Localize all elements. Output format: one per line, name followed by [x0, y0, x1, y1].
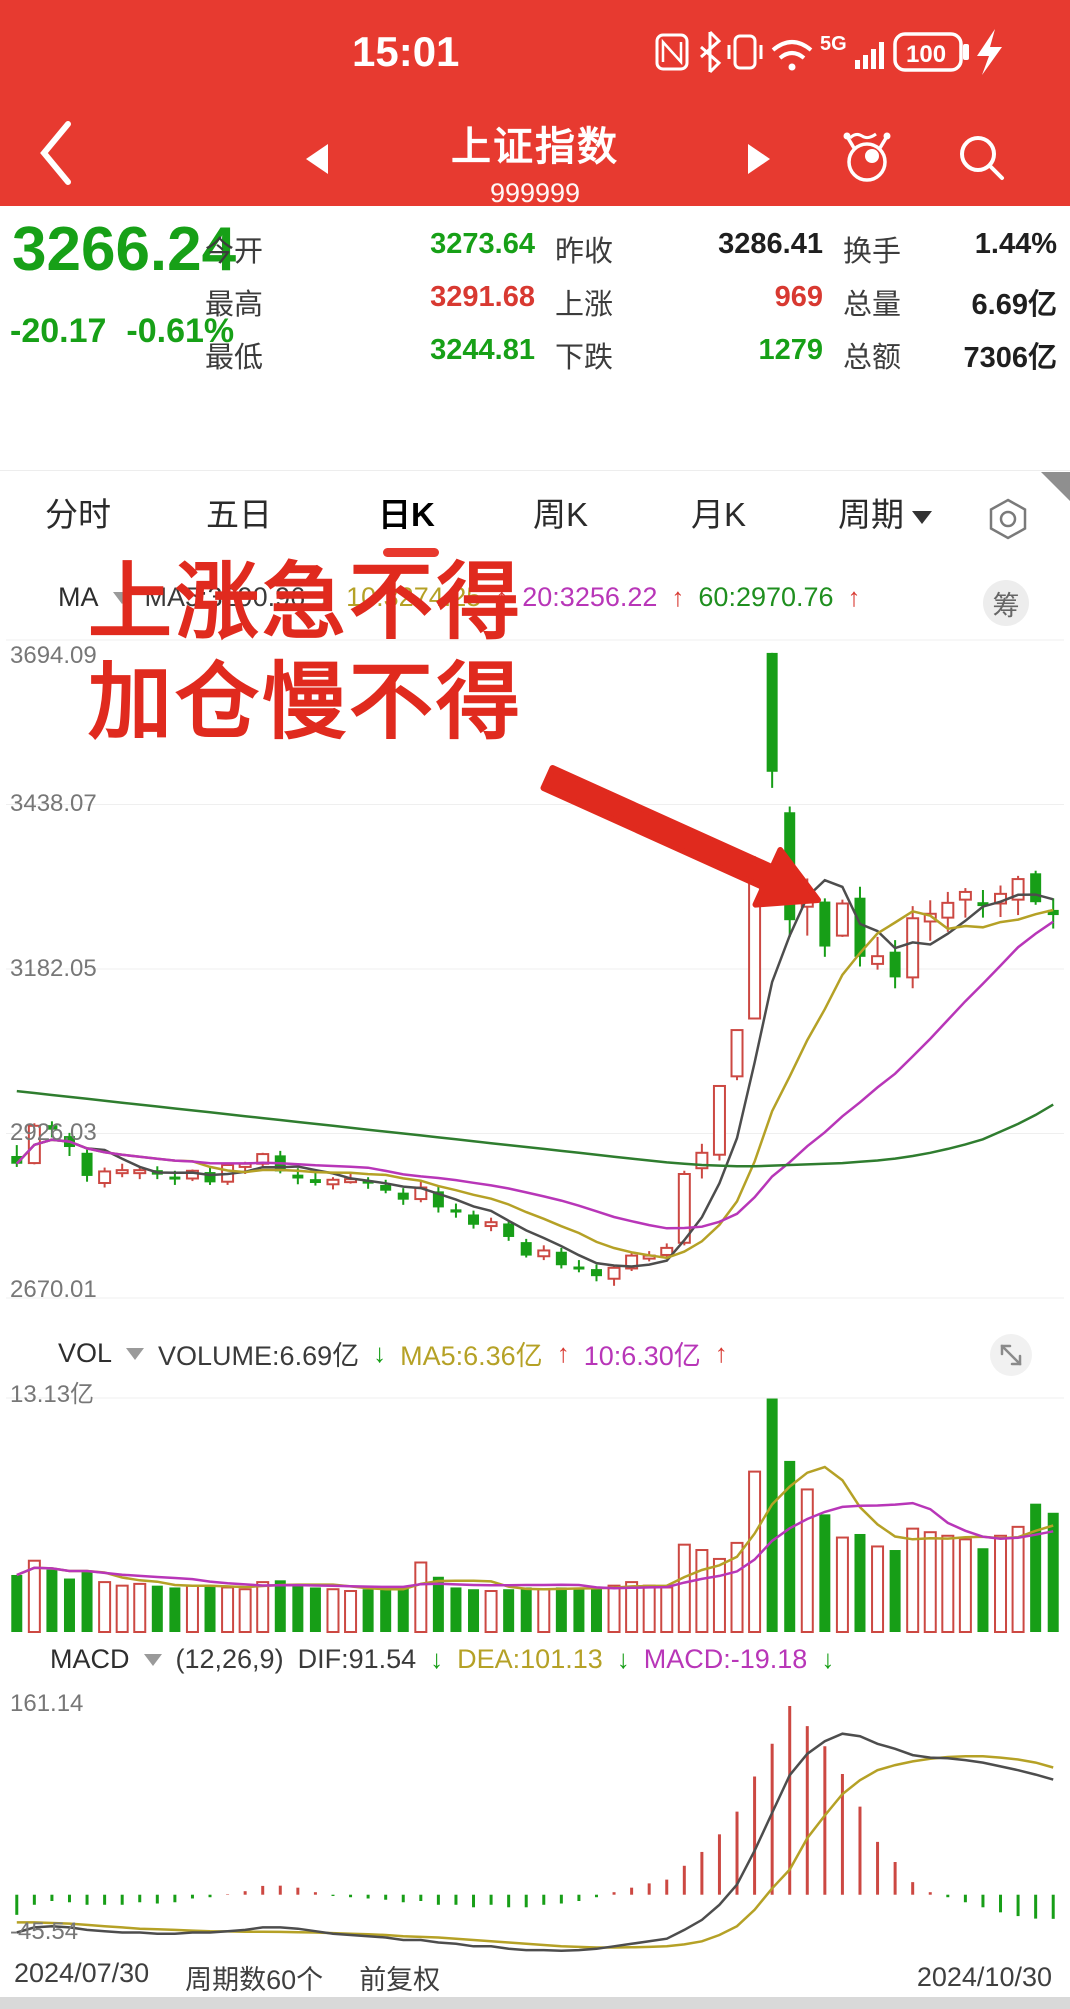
vol-label: VOL: [58, 1338, 113, 1368]
end-date: 2024/10/30: [916, 1961, 1052, 1992]
page-title: 上证指数: [451, 125, 619, 169]
quote-cell-amount: 总额 7306亿: [843, 342, 1057, 374]
nav-bar: 上证指数 999999: [0, 100, 1070, 209]
ma60-value: 60:2970.76: [698, 582, 834, 612]
dropdown-triangle-icon: [143, 1653, 162, 1666]
bluetooth-icon: [700, 30, 722, 74]
vol-ma5-value: MA5:6.36亿: [400, 1341, 543, 1371]
charging-bolt-icon: [977, 29, 1002, 75]
kline-chart[interactable]: [0, 620, 1070, 1310]
up-arrow-icon: ↑: [714, 1338, 728, 1368]
dea-value: DEA:101.13: [457, 1644, 603, 1674]
macd-label: MACD: [50, 1644, 130, 1674]
quote-cell-decliners: 下跌 1279: [555, 334, 823, 374]
chart-footer: 2024/07/30 周期数60个 前复权 2024/10/30: [0, 1956, 1070, 1998]
down-arrow-icon: ↓: [319, 582, 333, 612]
ma20-value: 20:3256.22: [522, 582, 658, 612]
expand-corner-marker[interactable]: [1041, 472, 1070, 501]
quote-cell-volume: 总量 6.69亿: [843, 289, 1057, 321]
tab-minute[interactable]: 分时: [45, 496, 111, 533]
clock-time: 15:01: [352, 28, 460, 75]
status-icons: 5G 100: [655, 29, 1002, 75]
adjust-mode[interactable]: 前复权: [359, 1964, 441, 1995]
chevron-down-icon: [912, 510, 932, 524]
ma-indicator-row[interactable]: MA MA5:3290.96 ↓ 10:3274.25 ↑ 20:3256.22 ↑ …: [58, 582, 861, 613]
active-tab-underline: [383, 548, 439, 557]
battery-icon: 100: [893, 32, 969, 72]
battery-level: 100: [906, 41, 946, 68]
trend-arrow: [540, 765, 821, 908]
dropdown-triangle-icon: [112, 591, 131, 604]
kline-axis-label: 2926.03: [10, 1119, 97, 1146]
macd-axis-label-bottom: -45.54: [10, 1918, 79, 1945]
tab-daily-k[interactable]: 日K: [378, 496, 435, 533]
tab-5day[interactable]: 五日: [206, 496, 272, 533]
back-icon[interactable]: [34, 116, 78, 190]
vol-indicator-row[interactable]: VOL VOLUME:6.69亿 ↓ MA5:6.36亿 ↑ 10:6.30亿 ↑: [58, 1334, 728, 1373]
stock-code: 999999: [489, 178, 581, 208]
start-date: 2024/07/30: [14, 1957, 150, 1988]
change-percent: -0.61%: [126, 312, 235, 350]
annotation-line1: 上涨急不得: [88, 555, 524, 649]
kline-axis-label: 2670.01: [10, 1276, 97, 1303]
quote-cell-advancers: 上涨 969: [555, 281, 823, 321]
price-change: -20.17 -0.61%: [10, 312, 234, 351]
volume-chart[interactable]: [0, 1372, 1070, 1634]
prev-stock-icon[interactable]: [306, 144, 328, 174]
up-arrow-icon: ↑: [671, 582, 685, 612]
expand-chart-icon[interactable]: [988, 1332, 1034, 1378]
wifi-icon: [771, 40, 813, 71]
kline-axis-label: 3438.07: [10, 790, 97, 817]
kline-axis-label: 3694.09: [10, 642, 97, 669]
nfc-icon: [655, 33, 689, 71]
change-value: -20.17: [10, 312, 107, 350]
up-arrow-icon: ↑: [495, 582, 509, 612]
chart-settings-icon[interactable]: [985, 496, 1031, 542]
tab-weekly-k[interactable]: 周K: [533, 496, 589, 533]
chip-distribution-badge[interactable]: 筹: [983, 580, 1029, 626]
annotation-line2: 加仓慢不得: [88, 655, 524, 749]
search-icon[interactable]: [954, 130, 1010, 186]
down-arrow-icon: ↓: [616, 1644, 630, 1674]
quote-cell-low: 最低 3244.81: [205, 334, 535, 374]
vibrate-icon: [733, 34, 757, 70]
ma10-value: 10:3274.25: [346, 582, 482, 612]
ma5-value: MA5:3290.96: [144, 582, 306, 612]
macd-indicator-row[interactable]: MACD (12,26,9) DIF:91.54 ↓ DEA:101.13 ↓ MA…: [50, 1644, 834, 1675]
quote-cell-open: 今开 3273.64: [205, 228, 535, 268]
dif-value: DIF:91.54: [297, 1644, 417, 1674]
divider: [0, 470, 1070, 471]
bottom-strip: [0, 1997, 1070, 2009]
volume-axis-label: 13.13亿: [10, 1381, 95, 1408]
volume-value: VOLUME:6.69亿: [158, 1341, 360, 1371]
vol-ma10-value: 10:6.30亿: [583, 1341, 701, 1371]
tab-monthly-k[interactable]: 月K: [691, 496, 747, 533]
quote-cell-prev-close: 昨收 3286.41: [555, 228, 823, 268]
signal-5g-icon: 5G: [820, 33, 884, 69]
quote-cell-turnover-rate: 换手 1.44%: [843, 228, 1057, 268]
dropdown-triangle-icon: [126, 1347, 145, 1360]
down-arrow-icon: ↓: [821, 1644, 835, 1674]
macd-axis-label-top: 161.14: [10, 1690, 84, 1717]
macd-value: MACD:-19.18: [643, 1644, 808, 1674]
up-arrow-icon: ↑: [847, 582, 861, 612]
kline-axis-label: 3182.05: [10, 955, 97, 982]
svg-text:5G: 5G: [820, 33, 847, 55]
macd-params: (12,26,9): [175, 1644, 284, 1674]
down-arrow-icon: ↓: [373, 1338, 387, 1368]
tab-period-dropdown[interactable]: 周期: [838, 488, 932, 536]
up-arrow-icon: ↑: [556, 1338, 570, 1368]
ma-label: MA: [58, 582, 99, 612]
current-price: 3266.24: [12, 215, 237, 284]
period-count: 周期数60个: [185, 1964, 324, 1995]
down-arrow-icon: ↓: [430, 1644, 444, 1674]
status-bar: 15:01 5G: [0, 0, 1070, 100]
quote-cell-high: 最高 3291.68: [205, 281, 535, 321]
nav-title-block: 上证指数 999999: [360, 114, 710, 209]
macd-chart[interactable]: [0, 1686, 1070, 1958]
next-stock-icon[interactable]: [748, 144, 770, 174]
mascot-icon[interactable]: [838, 124, 896, 186]
